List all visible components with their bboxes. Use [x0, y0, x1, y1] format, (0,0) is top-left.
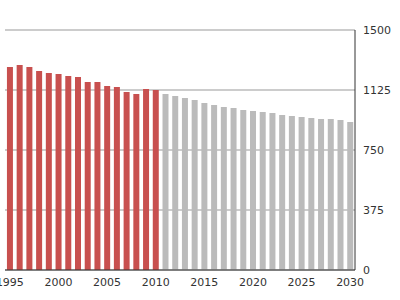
svg-text:1500: 1500 [363, 24, 391, 37]
svg-text:2020: 2020 [239, 276, 267, 289]
svg-text:1125: 1125 [363, 84, 391, 97]
svg-text:0: 0 [363, 264, 370, 277]
svg-text:2005: 2005 [93, 276, 121, 289]
svg-text:2000: 2000 [44, 276, 72, 289]
svg-text:1995: 1995 [8, 276, 24, 289]
svg-text:2015: 2015 [190, 276, 218, 289]
svg-text:375: 375 [363, 204, 384, 217]
svg-text:750: 750 [363, 144, 384, 157]
svg-text:2030: 2030 [336, 276, 364, 289]
svg-text:2025: 2025 [288, 276, 316, 289]
svg-text:2010: 2010 [142, 276, 170, 289]
